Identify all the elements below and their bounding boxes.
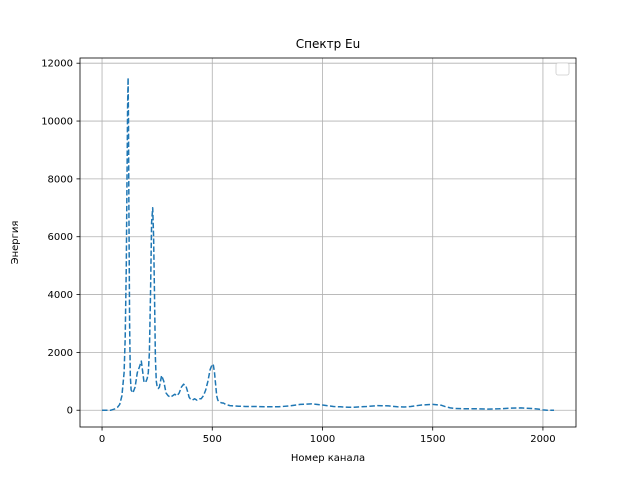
x-tick-label: 2000 — [530, 434, 555, 445]
axes-frame — [79, 57, 577, 428]
grid — [80, 58, 576, 427]
y-axis: 0 2000 4000 6000 8000 10000 12000 — [41, 59, 80, 417]
y-axis-label: Энергия — [10, 221, 21, 265]
x-tick-label: 500 — [203, 434, 222, 445]
x-tick-label: 0 — [99, 434, 105, 445]
x-tick-label: 1500 — [420, 434, 445, 445]
x-axis: 0 500 1000 1500 2000 — [99, 427, 556, 445]
y-tick-label: 0 — [67, 406, 73, 417]
series-line-1 — [102, 76, 554, 411]
x-axis-label: Номер канала — [291, 453, 365, 464]
y-tick-label: 2000 — [48, 348, 73, 359]
y-tick-label: 4000 — [48, 290, 73, 301]
y-tick-label: 12000 — [41, 59, 73, 70]
y-tick-label: 6000 — [48, 232, 73, 243]
legend — [555, 62, 570, 76]
x-tick-label: 1000 — [310, 434, 335, 445]
y-tick-label: 8000 — [48, 174, 73, 185]
legend-box — [555, 62, 570, 76]
series-layer — [102, 76, 554, 411]
y-tick-label: 10000 — [41, 117, 73, 128]
chart-title: Спектр Eu — [296, 37, 360, 51]
